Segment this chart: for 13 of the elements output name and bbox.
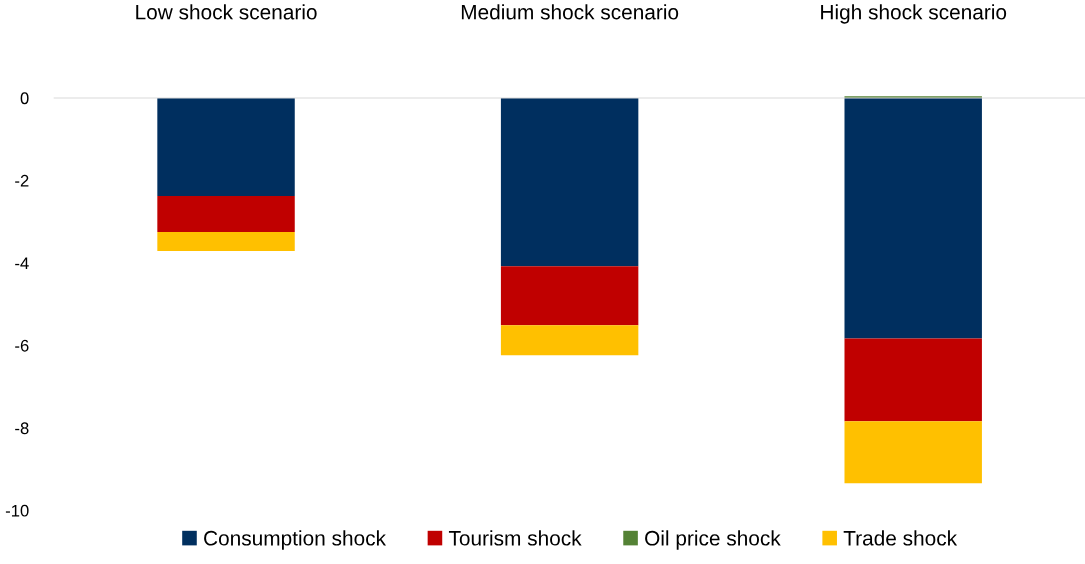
y-tick-label: -10 (5, 504, 29, 517)
y-tick-label: -2 (15, 174, 29, 187)
legend-label: Consumption shock (204, 530, 387, 550)
y-tick-label: 0 (20, 92, 29, 105)
x-tick-label: Low shock scenario (136, 4, 317, 20)
y-tick-label: -6 (15, 339, 29, 352)
legend-label: Oil price shock (645, 530, 781, 550)
x-tick-label: High shock scenario (821, 4, 1007, 24)
legend-label: Tourism shock (448, 530, 582, 546)
y-tick-label: -4 (15, 257, 29, 269)
y-tick-label: -8 (15, 422, 29, 435)
legend-label: Trade shock (843, 530, 958, 546)
x-tick-label: Medium shock scenario (461, 4, 679, 20)
